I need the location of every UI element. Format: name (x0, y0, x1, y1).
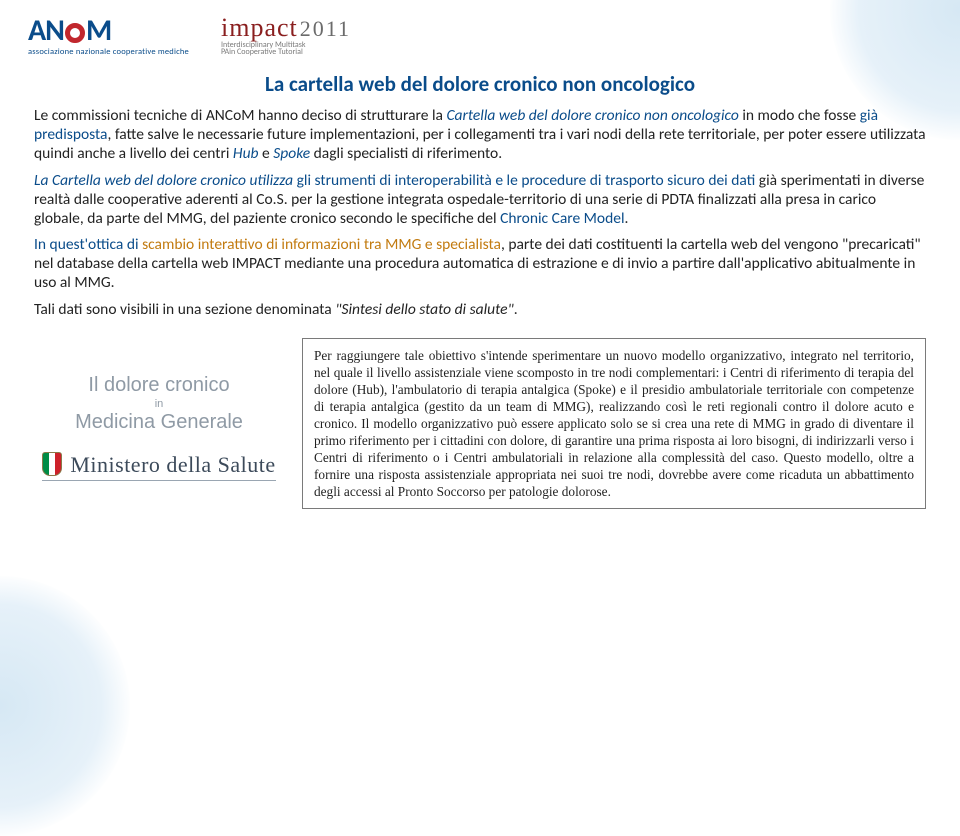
lower-left-column: Il dolore cronico in Medicina Generale M… (34, 338, 284, 509)
p1-highlight-cartella: Cartella web del dolore cronico non onco… (446, 106, 738, 125)
p1-t7: e (259, 144, 274, 163)
ancom-subtitle: associazione nazionale cooperative medic… (28, 47, 189, 57)
ministero-logo: Ministero della Salute (42, 452, 275, 481)
impact-year: 2011 (300, 16, 351, 41)
paragraph-1: Le commissioni tecniche di ANCoM hanno d… (34, 107, 926, 164)
p3-t2: scambio interattivo di informazioni tra … (142, 235, 501, 254)
p1-hub: Hub (233, 144, 259, 163)
p2-t4: Chronic Care Model (500, 209, 624, 228)
p2-t2: gli strumenti di interoperabilità e le p… (297, 171, 759, 190)
lower-section: Il dolore cronico in Medicina Generale M… (0, 328, 960, 509)
p1-t3: in modo che fosse (739, 106, 860, 125)
logo-impact: impact2011 Interdisciplinary Multitask P… (221, 13, 351, 56)
p4-t3: . (514, 300, 518, 319)
dc-line2: in (75, 398, 243, 411)
main-content: La cartella web del dolore cronico non o… (0, 61, 960, 320)
p4-t1: Tali dati sono visibili in una sezione d… (34, 300, 335, 319)
slide-title: La cartella web del dolore cronico non o… (34, 71, 926, 97)
watermark-bottom-left (0, 576, 130, 836)
dolore-cronico-title: Il dolore cronico in Medicina Generale (75, 374, 243, 435)
paragraph-3: In quest'ottica di scambio interattivo d… (34, 236, 926, 293)
logo-ancom: ANM associazione nazionale cooperative m… (28, 12, 189, 57)
impact-word-text: impact (221, 13, 298, 42)
ancom-wordmark: ANM (28, 12, 189, 49)
p1-t9: dagli specialisti di riferimento. (310, 144, 502, 163)
dc-line1: Il dolore cronico (75, 374, 243, 397)
p1-spoke: Spoke (273, 144, 310, 163)
impact-sub2: PAin Cooperative Tutorial (221, 48, 351, 56)
p1-t1: Le commissioni tecniche di ANCoM hanno d… (34, 106, 446, 125)
p4-t2: "Sintesi dello stato di salute" (335, 300, 514, 319)
p2-t5: . (625, 209, 629, 228)
header-bar: ANM associazione nazionale cooperative m… (0, 0, 960, 61)
p3-t1: In quest'ottica di (34, 235, 142, 254)
paragraph-2: La Cartella web del dolore cronico utili… (34, 172, 926, 229)
ancom-circle-icon (65, 23, 85, 43)
quote-box: Per raggiungere tale obiettivo s'intende… (302, 338, 926, 509)
dc-line3: Medicina Generale (75, 411, 243, 434)
p2-t1: La Cartella web del dolore cronico utili… (34, 171, 297, 190)
impact-wordmark: impact2011 (221, 13, 351, 43)
paragraph-4: Tali dati sono visibili in una sezione d… (34, 301, 926, 320)
